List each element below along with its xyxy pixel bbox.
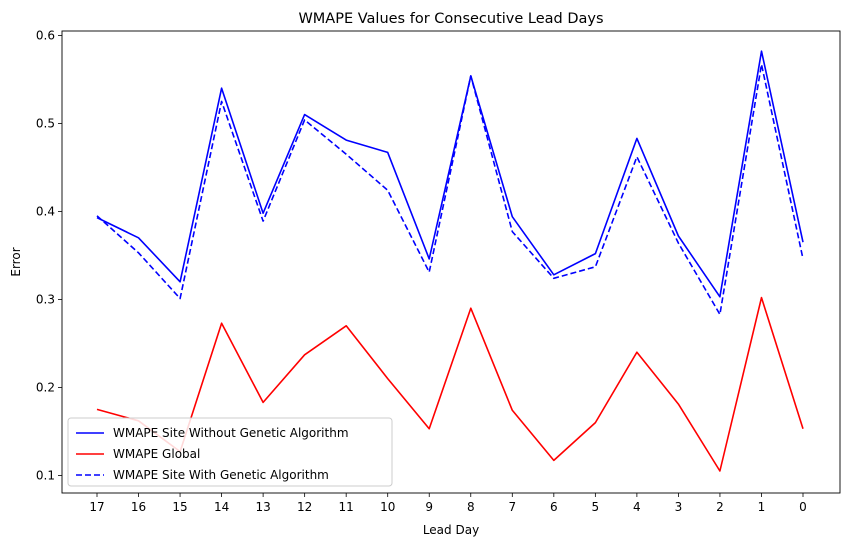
x-tick-label: 5 <box>592 500 600 514</box>
x-tick-label: 17 <box>89 500 104 514</box>
x-tick-label: 14 <box>214 500 229 514</box>
x-tick-label: 12 <box>297 500 312 514</box>
y-tick-label: 0.2 <box>36 380 55 394</box>
y-tick-label: 0.5 <box>36 116 55 130</box>
series-line-3 <box>96 63 804 316</box>
x-axis: 17 16 15 14 13 12 11 10 9 8 7 6 5 4 3 2 1 0 <box>89 493 807 514</box>
y-axis-label: Error <box>9 247 23 276</box>
x-tick-label: 16 <box>131 500 146 514</box>
x-axis-label: Lead Day <box>423 523 479 537</box>
legend-label: WMAPE Site Without Genetic Algorithm <box>113 426 349 440</box>
x-tick-label: 0 <box>799 500 807 514</box>
chart-title: WMAPE Values for Consecutive Lead Days <box>298 11 603 27</box>
x-tick-label: 4 <box>633 500 641 514</box>
x-tick-label: 3 <box>675 500 683 514</box>
series-line-2 <box>96 296 804 472</box>
x-tick-label: 6 <box>550 500 558 514</box>
x-tick-label: 9 <box>425 500 433 514</box>
y-axis: 0.1 0.2 0.3 0.4 0.5 0.6 <box>36 28 62 482</box>
y-tick-label: 0.6 <box>36 28 55 42</box>
plot-frame <box>61 30 841 494</box>
x-tick-label: 8 <box>467 500 475 514</box>
x-tick-label: 13 <box>255 500 270 514</box>
x-tick-label: 7 <box>508 500 516 514</box>
x-tick-label: 11 <box>339 500 354 514</box>
series-layer <box>96 50 804 472</box>
x-tick-label: 1 <box>758 500 766 514</box>
y-tick-label: 0.3 <box>36 292 55 306</box>
y-tick-label: 0.4 <box>36 204 55 218</box>
x-tick-label: 15 <box>172 500 187 514</box>
x-tick-label: 2 <box>716 500 724 514</box>
legend-box <box>67 417 393 487</box>
legend-label: WMAPE Site With Genetic Algorithm <box>113 468 329 482</box>
x-tick-label: 10 <box>380 500 395 514</box>
series-line-1 <box>96 50 804 298</box>
legend-label: WMAPE Global <box>113 447 200 461</box>
legend: WMAPE Site Without Genetic Algorithm WMAP… <box>67 417 393 487</box>
y-tick-label: 0.1 <box>36 468 55 482</box>
